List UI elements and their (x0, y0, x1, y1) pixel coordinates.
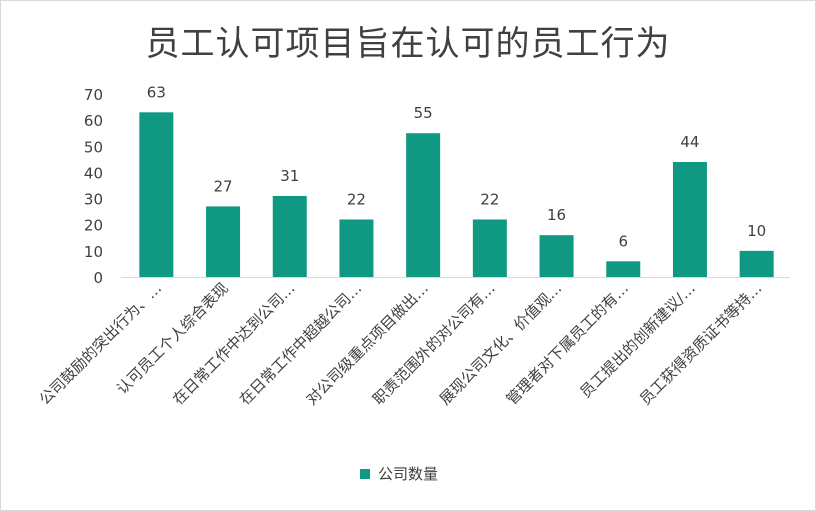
y-tick-label: 30 (84, 191, 103, 209)
data-label: 63 (147, 83, 166, 101)
bar (606, 261, 641, 277)
y-tick-label: 10 (84, 243, 103, 261)
data-label: 44 (680, 133, 699, 151)
data-label: 6 (618, 232, 628, 250)
y-tick-label: 50 (84, 138, 103, 156)
bar (672, 161, 707, 277)
bar (406, 133, 441, 277)
x-tick-label: 员工获得资质证书等持… (636, 279, 765, 408)
x-tick-label: 管理者对下属员工的有… (503, 279, 632, 408)
chart-title: 员工认可项目旨在认可的员工行为 (145, 24, 671, 64)
bar (539, 235, 574, 277)
x-tick-label: 展现公司文化、价值观… (436, 279, 565, 408)
bar (272, 195, 307, 277)
y-tick-label: 20 (84, 217, 103, 235)
bar (339, 219, 374, 277)
y-tick-label: 70 (84, 86, 103, 104)
x-tick-label: 员工提出的创新建议/… (576, 279, 698, 401)
data-label: 10 (747, 222, 766, 240)
x-tick-label: 在日常工作中达到公司… (169, 279, 298, 408)
legend-label: 公司数量 (378, 465, 439, 483)
x-tick-label: 对公司级重点项目做出… (303, 279, 432, 408)
x-tick-label: 公司鼓励的突出行为、… (36, 279, 165, 408)
y-tick-label: 60 (84, 112, 103, 130)
x-tick-label: 职责范围外的对公司有… (369, 279, 498, 408)
bar (206, 206, 241, 277)
bar (139, 112, 174, 277)
legend: 公司数量 (360, 463, 438, 484)
x-tick-label: 认可员工个人综合表现 (113, 279, 232, 398)
bar (739, 250, 774, 277)
data-label: 22 (347, 190, 366, 208)
data-label: 31 (280, 167, 299, 185)
y-tick-label: 0 (93, 269, 103, 287)
data-label: 22 (480, 190, 499, 208)
data-label: 55 (414, 104, 433, 122)
data-label: 16 (547, 206, 566, 224)
legend-swatch (360, 468, 370, 479)
x-tick-label: 在日常工作中超越公司… (236, 279, 365, 408)
bar (472, 219, 507, 277)
y-tick-label: 40 (84, 164, 103, 182)
data-label: 27 (214, 177, 233, 195)
